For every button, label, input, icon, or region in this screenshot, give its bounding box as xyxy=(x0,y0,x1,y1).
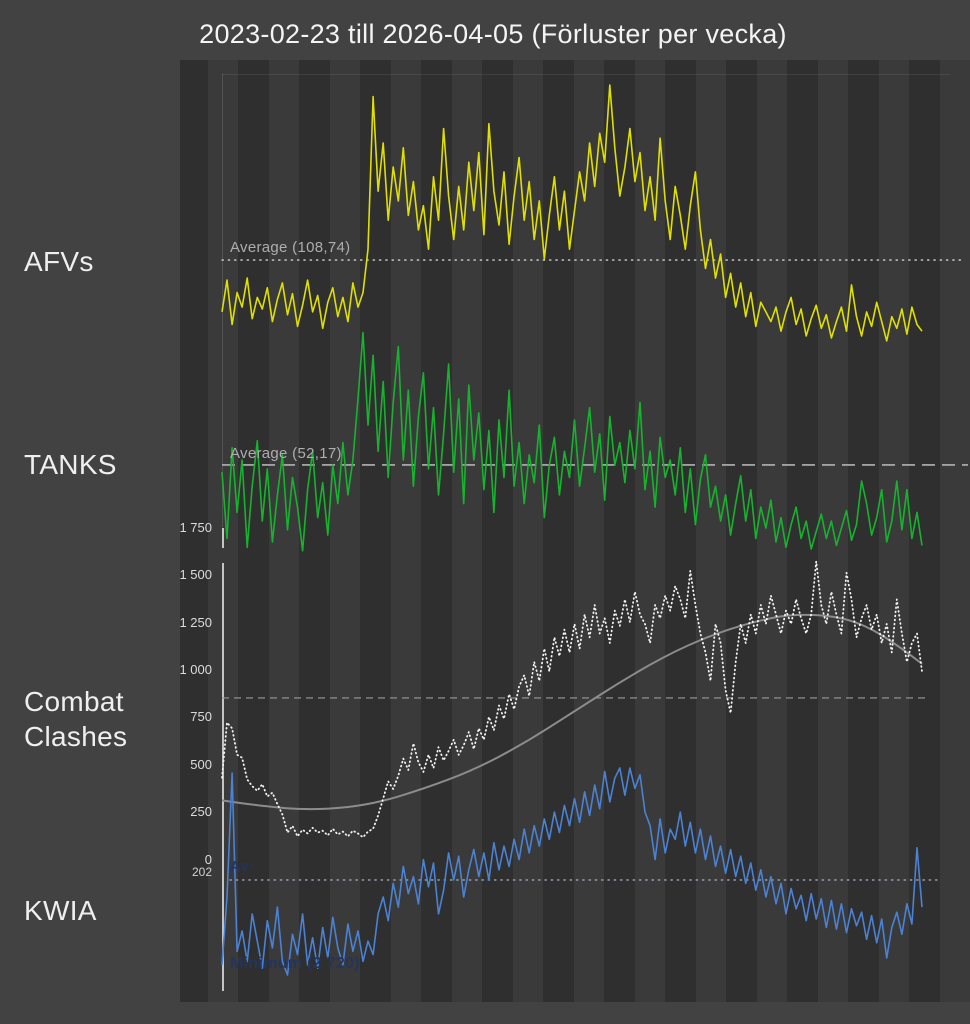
row-label-combat-line2: Clashes xyxy=(24,721,128,752)
row-label-tanks: TANKS xyxy=(24,449,117,480)
row-label-kwia: KWIA xyxy=(24,895,97,926)
chart-title: 2023-02-23 till 2026-04-05 (Förluster pe… xyxy=(199,19,787,49)
row-label-combat-line1: Combat xyxy=(24,686,124,717)
y-tick-1250: 1 250 xyxy=(179,615,212,630)
row-label-afvs: AFVs xyxy=(24,246,94,277)
y-tick-1500: 1 500 xyxy=(179,567,212,582)
y-tick-extra: 202 xyxy=(191,865,212,879)
y-tick-1000: 1 000 xyxy=(179,662,212,677)
y-tick-500: 500 xyxy=(190,757,212,772)
y-tick-250: 250 xyxy=(190,804,212,819)
y-tick-1750: 1 750 xyxy=(179,520,212,535)
row-label-combat-clashes: Combat Clashes xyxy=(24,684,127,754)
kwia-minimum-label: Minimum (2 720) xyxy=(230,955,360,972)
y-tick-750: 750 xyxy=(190,709,212,724)
kwia-average-label: Av· xyxy=(230,858,255,875)
afvs-average-label: Average (108,74) xyxy=(230,239,351,256)
plot-background xyxy=(180,60,970,1002)
tanks-average-label: Average (52,17) xyxy=(230,445,342,462)
y-tick-0: 0 xyxy=(204,852,212,867)
